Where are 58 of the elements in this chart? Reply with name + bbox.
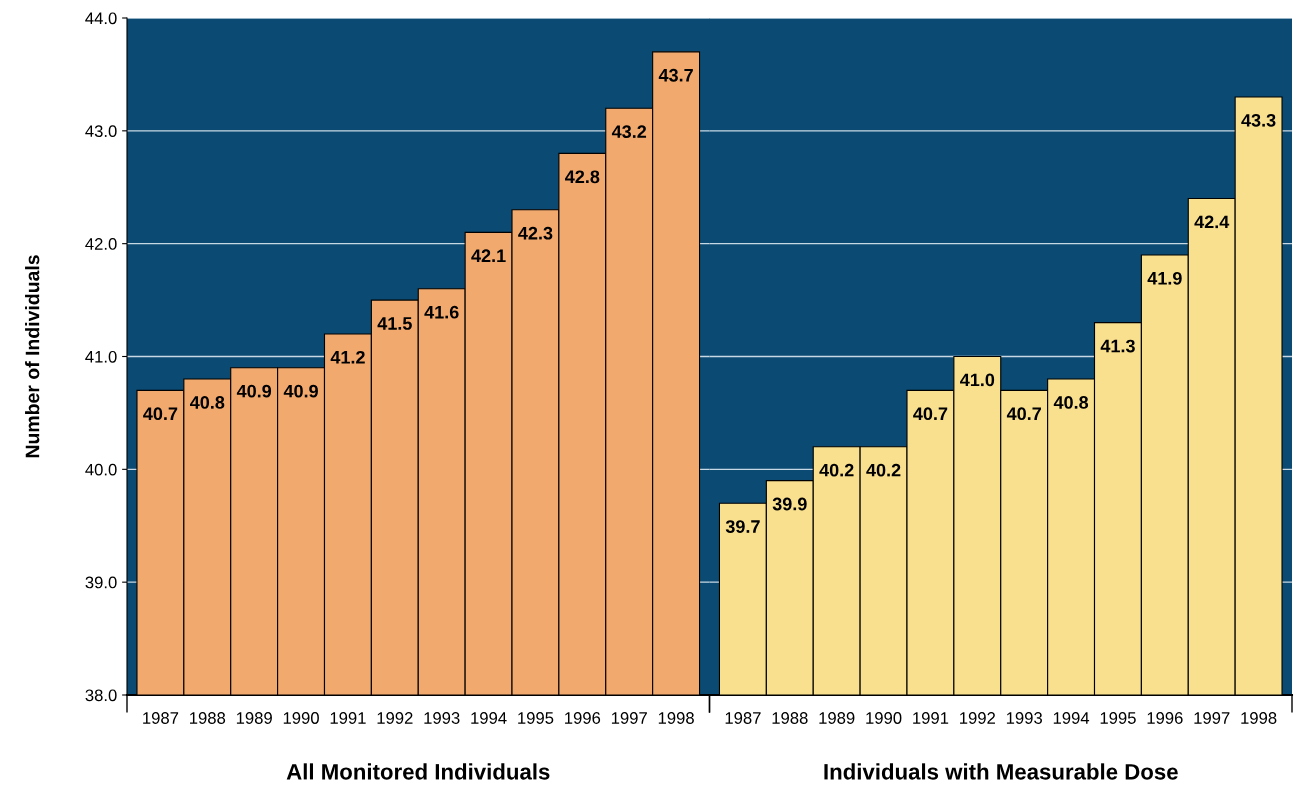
y-tick-label: 38.0: [85, 689, 117, 702]
x-tick-label: 1990: [283, 712, 319, 724]
x-tick-label: 1992: [960, 712, 996, 724]
data-label: 41.6: [424, 305, 459, 319]
y-tick-label: 40.0: [85, 463, 117, 476]
data-label: 42.4: [1194, 215, 1230, 229]
data-label: 42.3: [518, 226, 553, 240]
y-tick-label: 41.0: [85, 350, 117, 363]
x-tick-label: 1996: [1147, 712, 1183, 724]
x-tick-label: 1989: [819, 712, 855, 724]
data-label: 39.9: [772, 497, 807, 511]
x-tick-label: 1991: [330, 712, 366, 724]
x-tick-label: 1995: [1100, 712, 1136, 724]
data-label: 39.7: [725, 520, 760, 533]
data-label: 40.7: [913, 407, 948, 421]
x-axis-title: All Monitored Individuals: [286, 763, 550, 780]
data-label: 41.5: [377, 317, 412, 330]
x-tick-label: 1996: [565, 712, 601, 724]
x-tick-label: 1987: [725, 712, 761, 724]
x-tick-label: 1988: [772, 712, 808, 724]
data-label: 40.7: [1006, 407, 1041, 421]
data-label: 41.9: [1147, 271, 1182, 285]
data-label: 40.9: [236, 384, 272, 398]
x-tick-label: 1993: [1006, 712, 1042, 724]
y-axis-title: Number of Individuals: [25, 255, 40, 458]
x-tick-label: 1989: [236, 712, 272, 724]
x-tick-label: 1997: [611, 712, 647, 724]
x-tick-label: 1988: [190, 712, 226, 724]
data-label: 40.8: [190, 396, 225, 409]
data-label: 41.2: [330, 350, 365, 364]
x-tick-label: 1987: [143, 712, 179, 724]
y-tick-label: 39.0: [85, 576, 117, 589]
x-tick-label: 1990: [866, 712, 902, 724]
x-tick-label: 1997: [1194, 712, 1230, 724]
data-label: 41.3: [1100, 339, 1135, 353]
x-tick-label: 1998: [658, 712, 694, 724]
x-tick-label: 1995: [518, 712, 554, 724]
y-tick-label: 44.0: [85, 12, 117, 25]
x-tick-label: 1994: [471, 712, 507, 724]
x-tick-label: 1998: [1241, 712, 1277, 724]
x-axis-title: Individuals with Measurable Dose: [824, 763, 1178, 780]
data-label: 41.0: [960, 373, 995, 387]
y-tick-label: 43.0: [85, 125, 117, 138]
x-tick-label: 1992: [377, 712, 413, 724]
x-tick-label: 1993: [424, 712, 460, 724]
data-label: 40.7: [143, 407, 178, 421]
y-tick-label: 42.0: [85, 238, 117, 250]
x-tick-label: 1991: [913, 712, 949, 724]
data-label: 40.8: [1053, 396, 1089, 409]
data-label: 43.3: [1241, 113, 1276, 127]
data-label: 42.8: [565, 170, 600, 184]
data-label: 40.2: [819, 463, 854, 477]
data-label: 43.7: [658, 68, 693, 82]
data-label: 43.2: [611, 125, 647, 139]
data-label: 40.9: [283, 384, 318, 398]
data-label: 42.1: [471, 249, 506, 262]
x-tick-label: 1994: [1053, 712, 1090, 724]
data-label: 40.2: [866, 463, 901, 477]
